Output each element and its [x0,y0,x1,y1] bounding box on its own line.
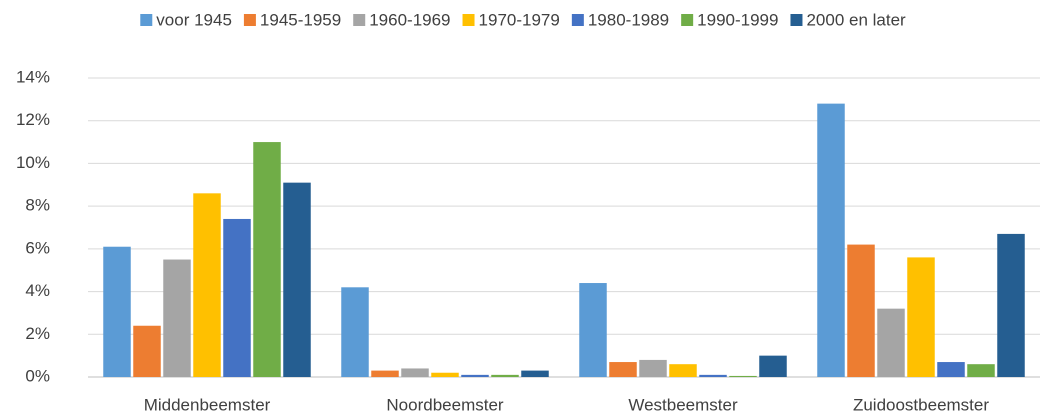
bar [431,372,459,377]
legend-label: 1990-1999 [697,10,778,29]
y-tick-label: 0% [25,366,50,385]
bar [967,364,995,377]
x-tick-label: Middenbeemster [144,395,271,414]
y-tick-label: 10% [16,153,50,172]
bar [817,103,845,377]
legend-swatch [140,14,153,26]
y-tick-label: 12% [16,110,50,129]
bar [847,244,875,377]
bar [341,287,369,377]
legend-swatch [571,14,584,26]
y-tick-label: 6% [25,238,50,257]
bar [461,374,489,377]
bar [401,368,429,377]
legend-swatch [243,14,256,26]
bar [937,362,965,377]
bar [253,142,281,377]
bar [609,362,637,377]
bar [729,375,757,377]
legend-swatch [462,14,475,26]
y-tick-label: 2% [25,324,50,343]
y-tick-label: 8% [25,196,50,215]
x-tick-label: Westbeemster [628,395,738,414]
legend-label: voor 1945 [156,10,232,29]
bar [997,233,1025,377]
bar [907,257,935,377]
bar [699,374,727,377]
bar [193,193,221,377]
y-tick-label: 4% [25,281,50,300]
bar [579,283,607,377]
bar [521,370,549,377]
x-tick-label: Zuidoostbeemster [853,395,989,414]
x-tick-label: Noordbeemster [386,395,504,414]
legend-swatch [790,14,803,26]
bar [283,182,311,377]
legend-swatch [353,14,366,26]
bar [163,259,191,377]
bar [223,218,251,377]
legend-label: 1960-1969 [369,10,450,29]
legend-label: 1980-1989 [588,10,669,29]
bar [759,355,787,377]
legend-label: 2000 en later [806,10,906,29]
legend-label: 1970-1979 [479,10,560,29]
bar [639,359,667,377]
bar [491,374,519,377]
bar [371,370,399,377]
bar [103,246,131,377]
y-tick-label: 14% [16,67,50,86]
legend-swatch [681,14,694,26]
bar [133,325,161,377]
legend-label: 1945-1959 [260,10,341,29]
bar [669,364,697,377]
bar [877,308,905,377]
